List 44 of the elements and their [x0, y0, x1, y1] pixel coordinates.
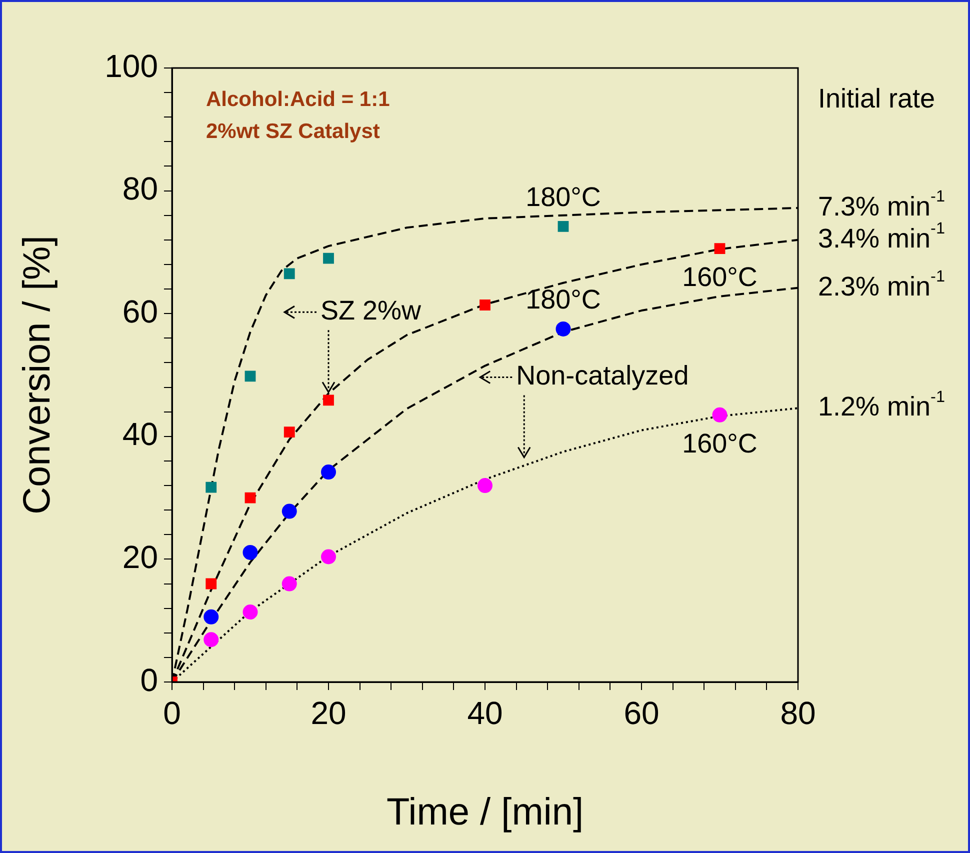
x-tick-label: 20	[310, 695, 346, 732]
x-tick-label: 40	[467, 695, 503, 732]
y-tick-label: 80	[122, 170, 158, 207]
series-label: 160°C	[682, 428, 758, 458]
point	[558, 220, 569, 232]
x-axis-title: Time / [min]	[386, 792, 584, 834]
point	[204, 609, 219, 624]
point	[712, 407, 728, 422]
y-tick-label: 40	[122, 416, 158, 452]
point	[323, 252, 334, 264]
series-label: 180°C	[526, 182, 601, 212]
point	[321, 464, 336, 480]
point	[556, 321, 571, 336]
point	[206, 482, 217, 493]
point	[480, 300, 490, 310]
point	[321, 549, 336, 564]
annotation: SZ 2%w	[320, 296, 422, 326]
point	[242, 604, 258, 620]
x-tick-label: 80	[780, 695, 816, 732]
x-tick-label: 60	[624, 695, 660, 732]
point	[206, 578, 217, 590]
annotation: Non-catalyzed	[516, 360, 689, 391]
point	[282, 576, 297, 592]
point	[284, 268, 295, 280]
point	[244, 370, 256, 382]
point	[242, 544, 258, 560]
y-tick-label: 100	[104, 48, 158, 84]
point	[282, 504, 297, 519]
point	[714, 243, 726, 254]
series-label: 180°C	[526, 284, 601, 314]
y-tick-label: 0	[140, 662, 158, 698]
series-label: 160°C	[682, 262, 758, 292]
text: Initial rate	[818, 83, 936, 114]
point	[204, 632, 219, 648]
y-tick-label: 20	[122, 539, 158, 576]
annotation: Alcohol:Acid = 1:1	[206, 88, 390, 111]
x-tick-label: 0	[163, 695, 181, 732]
point	[478, 478, 492, 494]
point	[323, 394, 334, 406]
annotation: 2%wt SZ Catalyst	[206, 120, 380, 143]
y-axis-title: Conversion / [%]	[16, 236, 58, 514]
point	[244, 492, 256, 504]
y-tick-label: 60	[122, 293, 158, 330]
point	[284, 426, 295, 438]
